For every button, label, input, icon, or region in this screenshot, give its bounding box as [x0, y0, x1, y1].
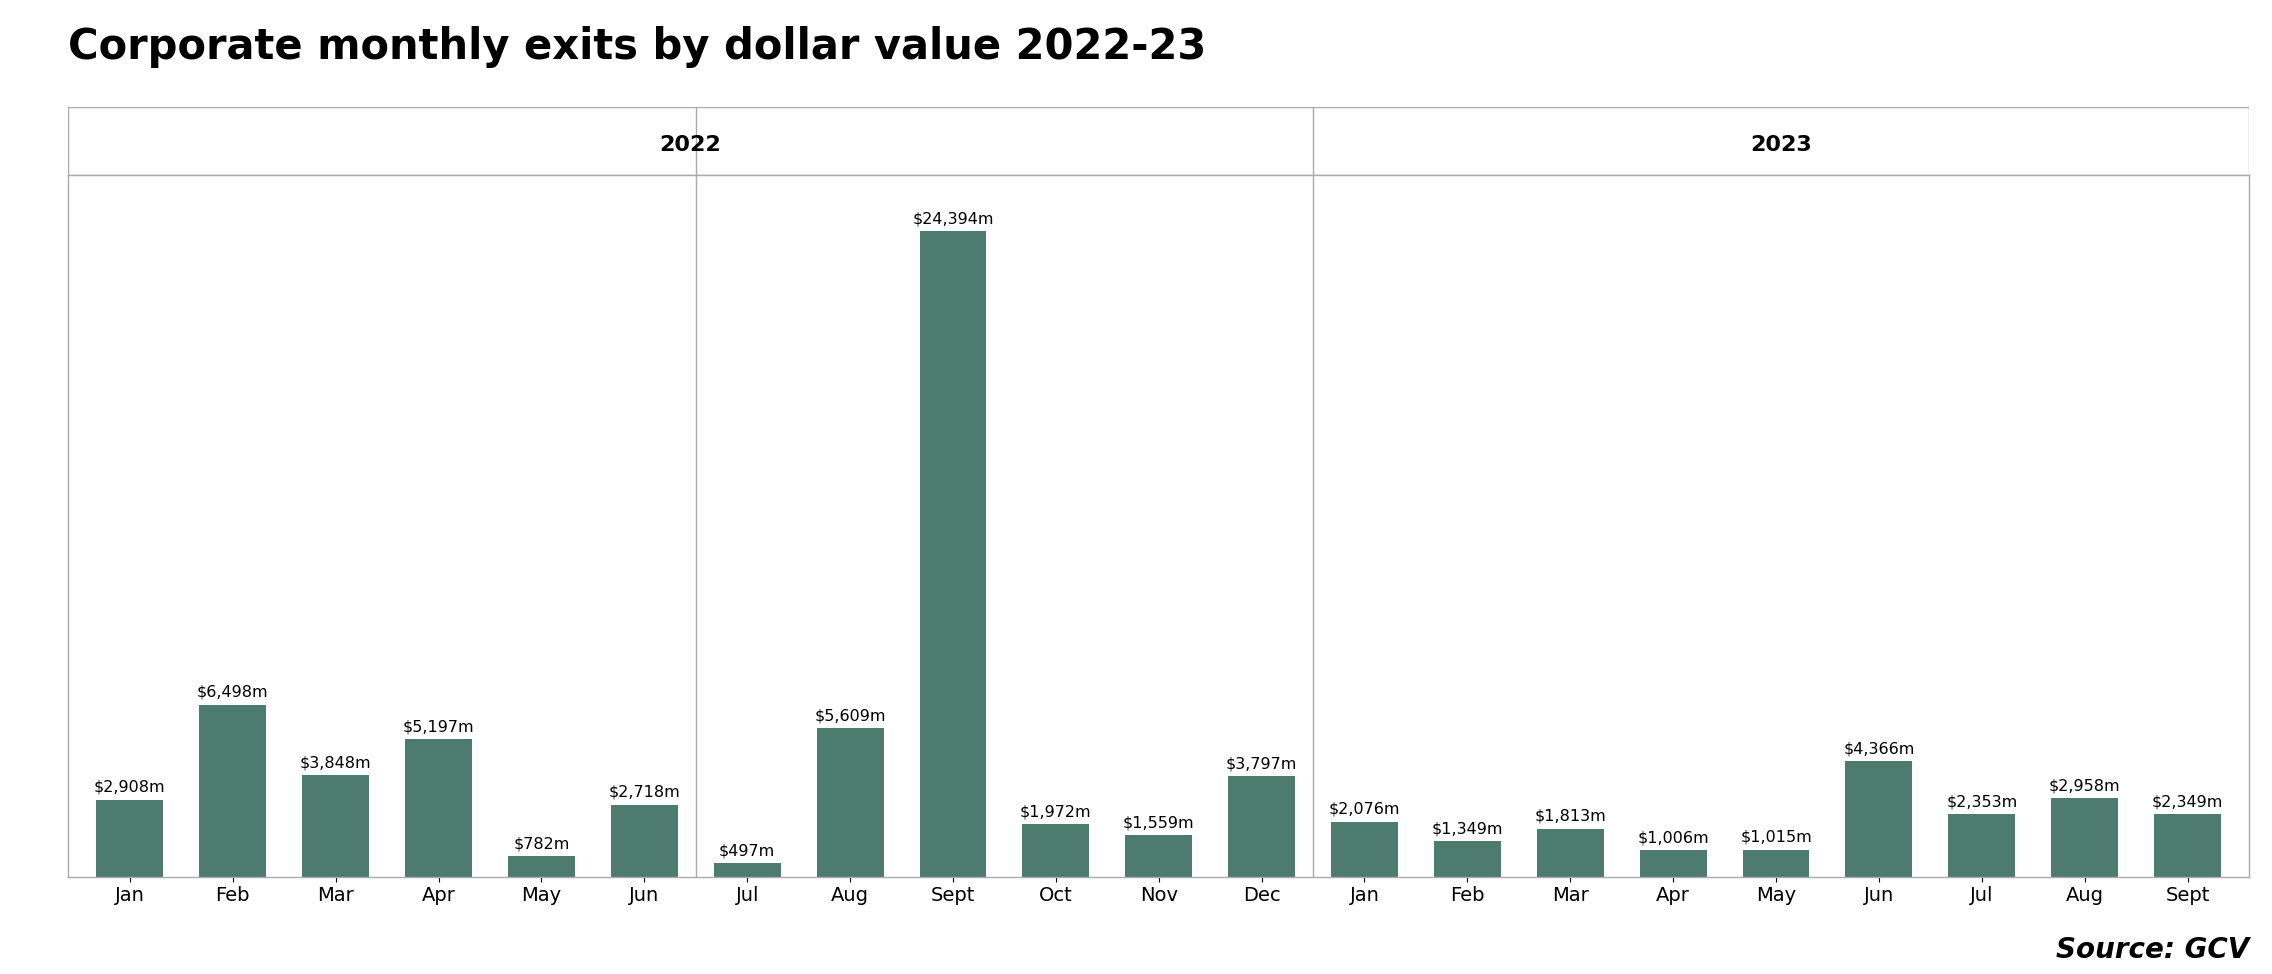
Text: $1,006m: $1,006m: [1638, 830, 1709, 845]
Text: $4,366m: $4,366m: [1843, 741, 1915, 756]
Text: $2,958m: $2,958m: [2049, 778, 2120, 794]
Text: $5,197m: $5,197m: [402, 720, 475, 734]
Bar: [302, 774, 368, 877]
Bar: [713, 863, 782, 877]
Text: $1,972m: $1,972m: [1020, 805, 1091, 820]
Bar: [816, 729, 884, 877]
Bar: [920, 231, 986, 877]
Text: $3,797m: $3,797m: [1227, 757, 1297, 771]
Text: $1,015m: $1,015m: [1740, 830, 1811, 845]
Text: $6,498m: $6,498m: [198, 685, 268, 700]
Text: $497m: $497m: [718, 843, 775, 859]
Bar: [1331, 822, 1397, 877]
Text: $1,559m: $1,559m: [1122, 815, 1195, 831]
Text: $2,908m: $2,908m: [93, 780, 166, 795]
Text: Corporate monthly exits by dollar value 2022-23: Corporate monthly exits by dollar value …: [68, 26, 1206, 68]
Bar: [2154, 814, 2222, 877]
Text: $5,609m: $5,609m: [813, 708, 886, 724]
Bar: [1022, 824, 1088, 877]
Text: $2,718m: $2,718m: [609, 785, 679, 800]
Text: 2022: 2022: [659, 134, 722, 155]
Bar: [1743, 849, 1809, 877]
Text: $2,076m: $2,076m: [1329, 802, 1400, 817]
Text: 2023: 2023: [1749, 134, 1813, 155]
Bar: [200, 704, 266, 877]
Bar: [611, 805, 677, 877]
Bar: [2052, 799, 2118, 877]
Text: $782m: $782m: [513, 836, 570, 851]
Text: $2,353m: $2,353m: [1947, 795, 2018, 809]
Text: $3,848m: $3,848m: [300, 755, 370, 770]
Bar: [509, 856, 575, 877]
Bar: [1434, 841, 1502, 877]
Text: $2,349m: $2,349m: [2152, 795, 2224, 809]
Bar: [1845, 761, 1913, 877]
Bar: [1640, 850, 1706, 877]
Text: Source: GCV: Source: GCV: [2056, 936, 2249, 964]
Bar: [1125, 836, 1193, 877]
Bar: [1949, 814, 2015, 877]
Bar: [1229, 776, 1295, 877]
Bar: [95, 800, 164, 877]
Text: $1,349m: $1,349m: [1431, 821, 1504, 836]
Bar: [404, 739, 473, 877]
Text: $24,394m: $24,394m: [911, 211, 993, 226]
Bar: [1536, 829, 1604, 877]
Text: $1,813m: $1,813m: [1534, 808, 1606, 824]
